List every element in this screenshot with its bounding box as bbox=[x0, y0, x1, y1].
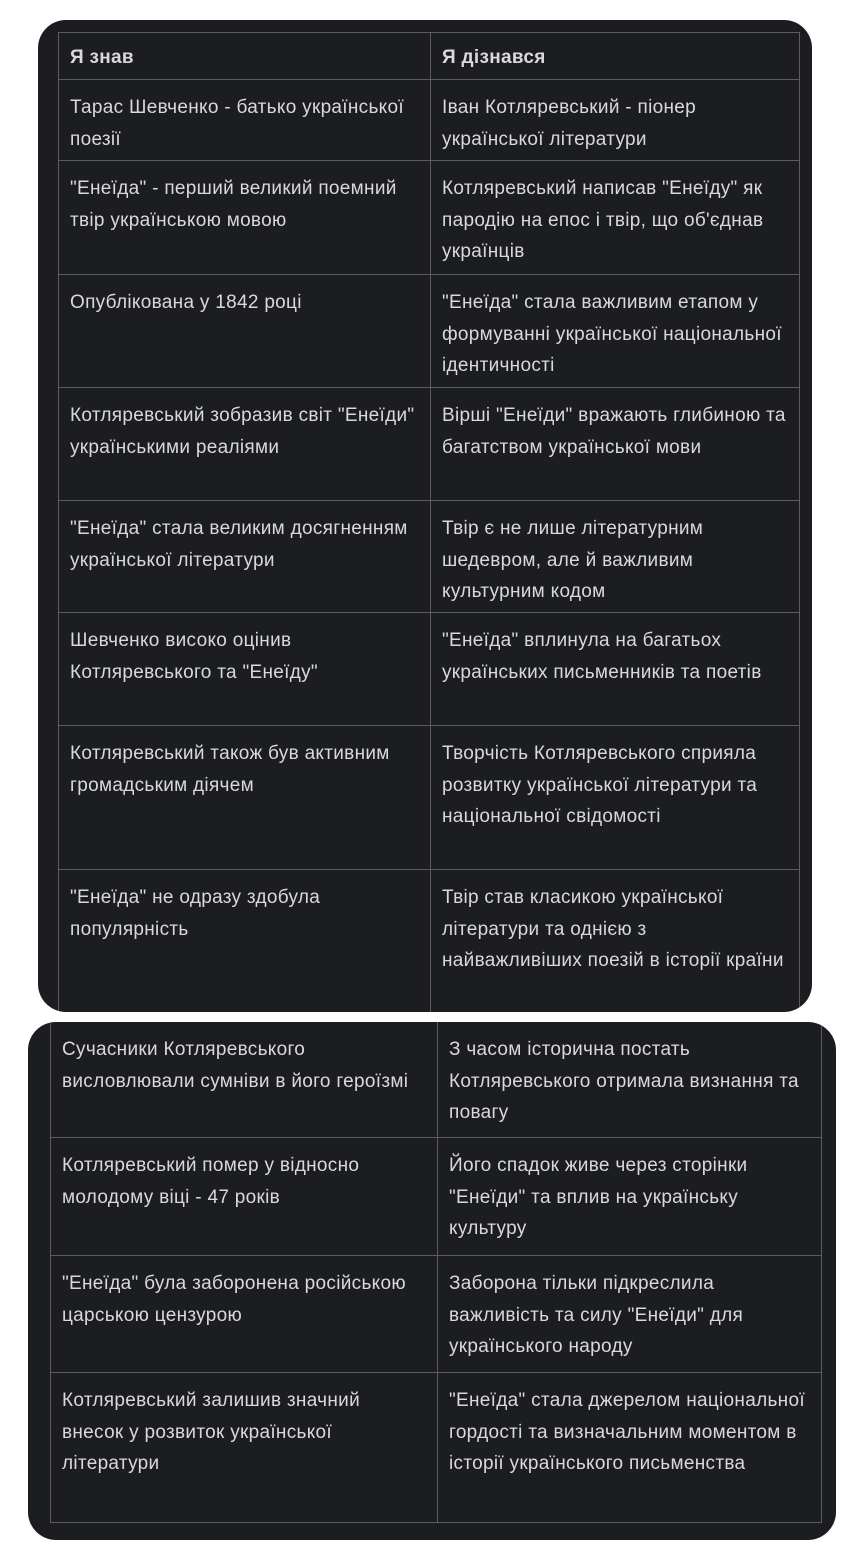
header-knew: Я знав bbox=[58, 32, 431, 80]
knew-cell: Котляревський зобразив світ "Енеїди" укр… bbox=[58, 387, 431, 501]
knew-cell: Тарас Шевченко - батько української поез… bbox=[58, 79, 431, 161]
table-row: Тарас Шевченко - батько української поез… bbox=[58, 79, 800, 161]
learned-cell: Іван Котляревський - піонер української … bbox=[430, 79, 800, 161]
table-row: Котляревський помер у відносно молодому … bbox=[50, 1137, 822, 1256]
table-row: "Енеїда" стала великим досягненням украї… bbox=[58, 500, 800, 613]
learned-cell: "Енеїда" стала важливим етапом у формува… bbox=[430, 274, 800, 388]
header-learned: Я дізнався bbox=[430, 32, 800, 80]
learned-cell: З часом історична постать Котляревського… bbox=[437, 1022, 822, 1138]
knew-cell: Котляревський також був активним громадс… bbox=[58, 725, 431, 870]
comparison-table: Я знав Я дізнався Тарас Шевченко - батьк… bbox=[58, 32, 800, 1012]
table-row: "Енеїда" була заборонена російською царс… bbox=[50, 1255, 822, 1373]
knew-cell: Котляревський залишив значний внесок у р… bbox=[50, 1372, 438, 1523]
table-row: Опублікована у 1842 році "Енеїда" стала в… bbox=[58, 274, 800, 388]
comparison-table-continued: Сучасники Котляревського висловлювали су… bbox=[50, 1022, 822, 1523]
learned-cell: Заборона тільки підкреслила важливість т… bbox=[437, 1255, 822, 1373]
table-screenshot-1: Я знав Я дізнався Тарас Шевченко - батьк… bbox=[38, 20, 812, 1012]
table-header-row: Я знав Я дізнався bbox=[58, 32, 800, 80]
learned-cell: Котляревський написав "Енеїду" як пароді… bbox=[430, 160, 800, 275]
learned-cell: "Енеїда" вплинула на багатьох українськи… bbox=[430, 612, 800, 726]
learned-cell: Його спадок живе через сторінки "Енеїди"… bbox=[437, 1137, 822, 1256]
learned-cell: Твір став класикою української літератур… bbox=[430, 869, 800, 1012]
table-row: Шевченко високо оцінив Котляревського та… bbox=[58, 612, 800, 726]
knew-cell: Котляревський помер у відносно молодому … bbox=[50, 1137, 438, 1256]
learned-cell: "Енеїда" стала джерелом національної гор… bbox=[437, 1372, 822, 1523]
knew-cell: Опублікована у 1842 році bbox=[58, 274, 431, 388]
knew-cell: "Енеїда" була заборонена російською царс… bbox=[50, 1255, 438, 1373]
knew-cell: "Енеїда" стала великим досягненням украї… bbox=[58, 500, 431, 613]
learned-cell: Твір є не лише літературним шедевром, ал… bbox=[430, 500, 800, 613]
table-row: Котляревський також був активним громадс… bbox=[58, 725, 800, 870]
table-row: Сучасники Котляревського висловлювали су… bbox=[50, 1022, 822, 1138]
table-row: Котляревський залишив значний внесок у р… bbox=[50, 1372, 822, 1523]
knew-cell: "Енеїда" - перший великий поемний твір у… bbox=[58, 160, 431, 275]
table-screenshot-2: Сучасники Котляревського висловлювали су… bbox=[28, 1022, 836, 1540]
learned-cell: Вірші "Енеїди" вражають глибиною та бага… bbox=[430, 387, 800, 501]
knew-cell: Сучасники Котляревського висловлювали су… bbox=[50, 1022, 438, 1138]
table-row: "Енеїда" - перший великий поемний твір у… bbox=[58, 160, 800, 275]
knew-cell: "Енеїда" не одразу здобула популярність bbox=[58, 869, 431, 1012]
table-row: "Енеїда" не одразу здобула популярність Т… bbox=[58, 869, 800, 1012]
table-row: Котляревський зобразив світ "Енеїди" укр… bbox=[58, 387, 800, 501]
knew-cell: Шевченко високо оцінив Котляревського та… bbox=[58, 612, 431, 726]
learned-cell: Творчість Котляревського сприяла розвитк… bbox=[430, 725, 800, 870]
